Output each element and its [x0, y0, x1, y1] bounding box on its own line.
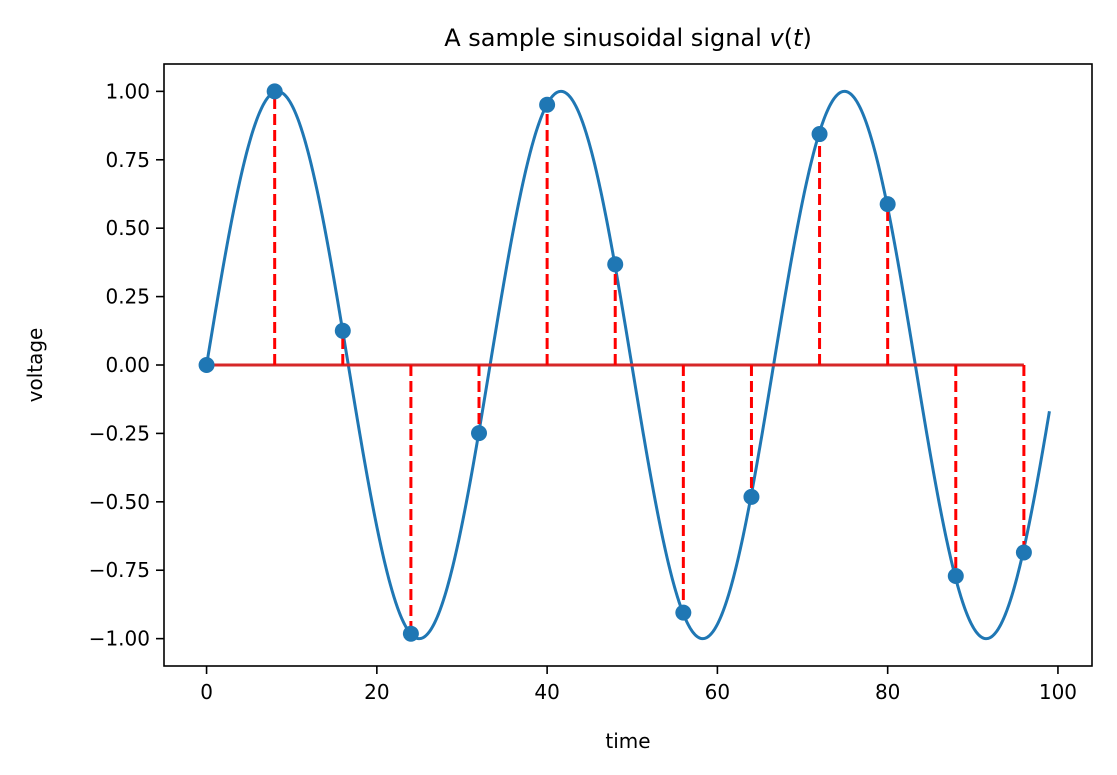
x-tick-label: 100: [1039, 680, 1077, 704]
sample-point: [1015, 544, 1032, 561]
y-tick-label: −0.50: [89, 490, 150, 514]
title-argument: t: [793, 24, 804, 52]
continuous-signal-line: [205, 89, 1051, 641]
sample-point: [879, 196, 896, 213]
y-tick-label: −0.25: [89, 421, 150, 445]
sample-point: [675, 604, 692, 621]
sample-point: [198, 357, 215, 373]
sample-point: [947, 567, 964, 584]
x-tick-label: 20: [364, 680, 389, 704]
x-tick-label: 60: [705, 680, 730, 704]
y-tick-label: 1.00: [105, 79, 150, 103]
y-tick-label: −0.75: [89, 558, 150, 582]
title-variable: v: [769, 24, 784, 52]
sample-point: [811, 126, 828, 143]
sample-point: [743, 488, 760, 505]
x-axis-label: time: [605, 729, 650, 753]
sample-point: [266, 83, 283, 100]
x-tick-label: 0: [200, 680, 213, 704]
y-axis-ticks: 1.00 0.75 0.50 0.25 0.00 −0.25 −0.50 −0.75 −1.00: [89, 79, 164, 651]
sample-point: [539, 96, 556, 113]
sample-point: [607, 256, 624, 273]
y-tick-label: 0.00: [105, 353, 150, 377]
x-axis-ticks: 0 20 40 60 80 100: [200, 666, 1077, 704]
plot-content: [198, 83, 1051, 642]
y-tick-label: 0.50: [105, 216, 150, 240]
y-tick-label: 0.75: [105, 148, 150, 172]
sample-point: [334, 322, 351, 339]
sample-point: [402, 625, 419, 642]
sample-point: [471, 425, 488, 442]
x-tick-label: 80: [875, 680, 900, 704]
y-axis-label: voltage: [23, 328, 47, 403]
x-tick-label: 40: [534, 680, 559, 704]
y-tick-label: −1.00: [89, 627, 150, 651]
y-tick-label: 0.25: [105, 285, 150, 309]
chart-title: A sample sinusoidal signal v(t): [444, 24, 812, 52]
